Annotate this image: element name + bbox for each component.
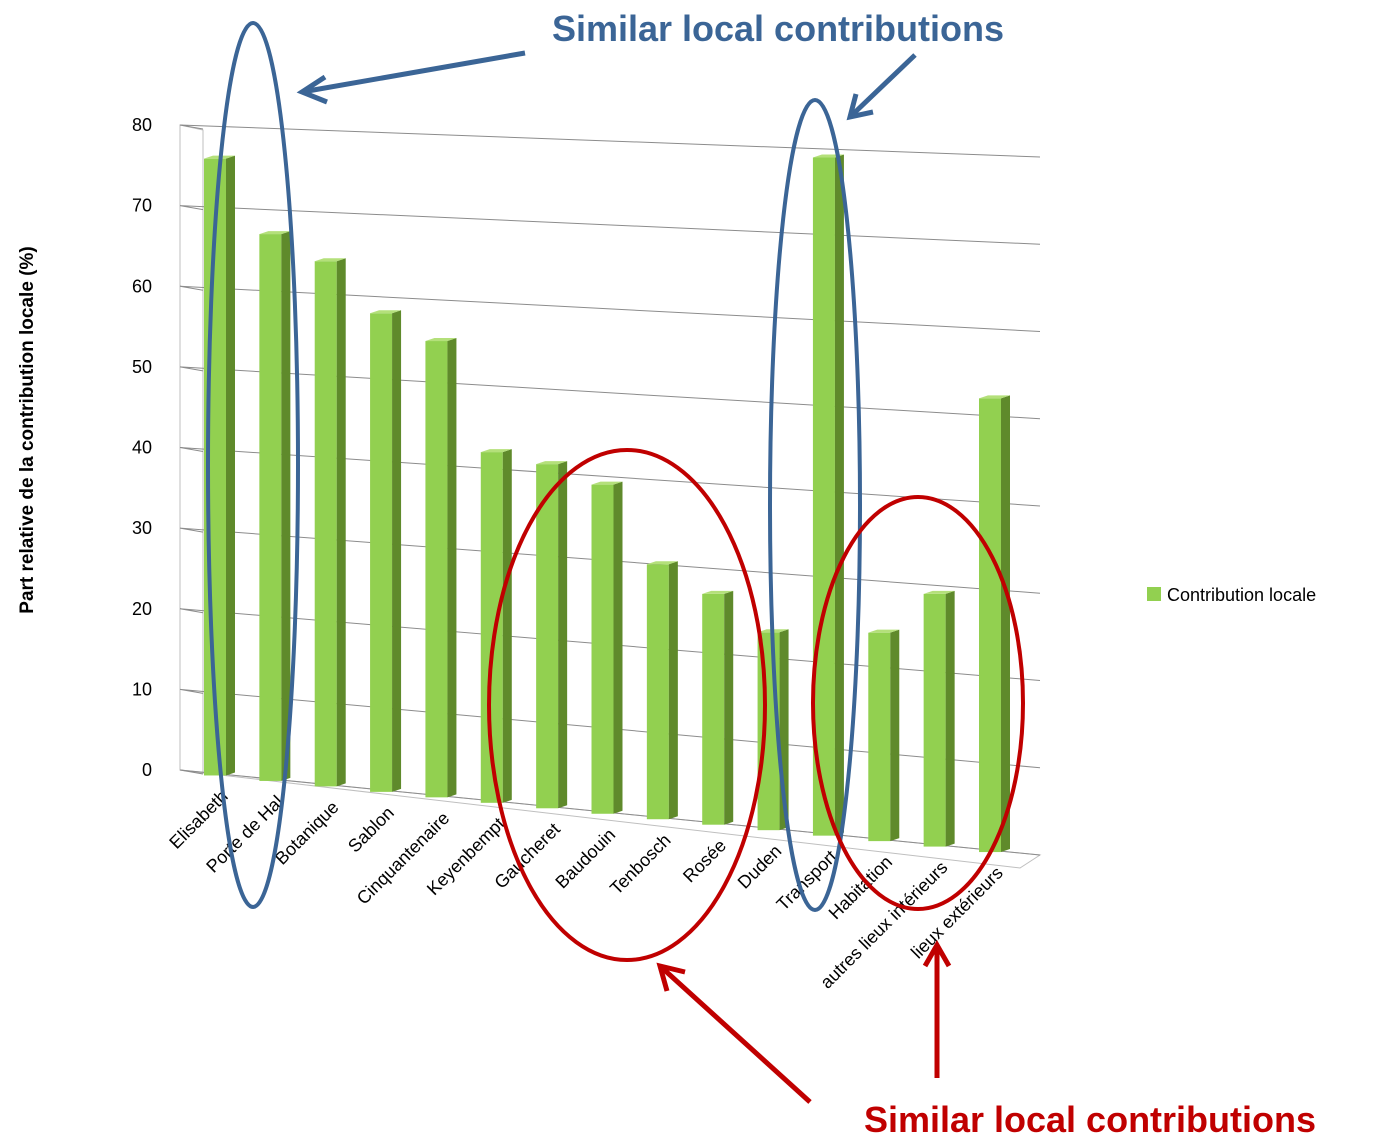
bar-side: [392, 310, 402, 792]
bar: [646, 561, 678, 820]
grid-line: [179, 124, 1041, 158]
bar-top: [425, 338, 457, 342]
bar-side: [447, 338, 457, 798]
highlight-ellipse: [811, 495, 1025, 911]
bar-side: [281, 231, 291, 781]
bar-side: [890, 629, 900, 842]
bar-side: [945, 590, 955, 847]
bar: [259, 231, 291, 781]
bar-side: [502, 449, 512, 803]
bar: [314, 258, 346, 787]
x-tick-label: Sablon: [344, 803, 398, 857]
grid-line: [179, 366, 1041, 420]
bar-side: [724, 590, 734, 825]
bar-front: [702, 593, 725, 825]
y-axis-label: Part relative de la contribution locale …: [17, 246, 38, 613]
grid-line: [179, 688, 1041, 769]
bar-top: [646, 561, 678, 565]
bar-front: [646, 564, 669, 820]
bar-top: [314, 258, 346, 262]
bar-front: [314, 261, 337, 787]
bar-side: [336, 258, 346, 787]
bar-top: [480, 449, 512, 453]
bar-side: [226, 155, 235, 776]
highlight-ellipse: [487, 448, 767, 962]
bar-top: [923, 590, 955, 594]
bar-front: [480, 452, 503, 803]
y-tick-label: 70: [132, 196, 152, 216]
bar-top: [979, 395, 1010, 399]
annotations: [206, 21, 1025, 1104]
bar-front: [536, 464, 559, 809]
bar: [536, 461, 568, 809]
y-tick-label: 30: [132, 518, 152, 538]
y-tick-label: 40: [132, 438, 152, 458]
y-tick-label: 0: [142, 760, 152, 780]
bar: [591, 481, 623, 814]
bar-front: [259, 234, 282, 781]
grid-line: [179, 769, 1041, 856]
annotation-text: Similar local contributions: [864, 1099, 1316, 1140]
bar: [370, 310, 402, 792]
bar-side: [668, 561, 678, 820]
bar-front: [425, 341, 448, 798]
bar-front: [868, 632, 891, 842]
bar-side: [613, 481, 623, 814]
bar-front: [923, 593, 946, 847]
grid-line: [179, 608, 1041, 681]
grid-line: [179, 447, 1041, 507]
bar: [923, 590, 955, 847]
y-tick-label: 10: [132, 679, 152, 699]
bar-top: [536, 461, 568, 465]
y-tick-label: 20: [132, 599, 152, 619]
arrow: [656, 939, 952, 1104]
bar-top: [868, 629, 900, 633]
highlight-ellipse: [206, 21, 300, 909]
bar-top: [370, 310, 402, 314]
highlight-ellipse: [768, 98, 862, 912]
bar-side: [558, 461, 568, 809]
grid-line: [179, 285, 1041, 332]
annotation-text: Similar local contributions: [552, 8, 1004, 49]
bar-front: [591, 484, 614, 814]
bar-side: [1001, 395, 1010, 853]
bar-front: [370, 313, 393, 792]
legend-swatch: [1147, 587, 1161, 601]
legend-label: Contribution locale: [1167, 585, 1316, 605]
y-tick-label: 50: [132, 357, 152, 377]
bar: [480, 449, 512, 803]
bar-top: [591, 481, 623, 485]
bar-top: [259, 231, 291, 235]
grid-line: [179, 205, 1041, 245]
bar-top: [702, 590, 734, 594]
bar: [979, 395, 1010, 853]
bar: [702, 590, 734, 825]
bar: [868, 629, 900, 842]
arrow: [296, 50, 917, 121]
x-tick-label: Rosée: [679, 835, 730, 886]
bar: [812, 154, 844, 836]
grid-line: [179, 527, 1041, 594]
bar-side: [834, 154, 844, 836]
bar-front: [979, 398, 1001, 853]
y-tick-label: 80: [132, 115, 152, 135]
bar: [425, 338, 457, 798]
bar-front: [812, 157, 835, 836]
y-tick-label: 60: [132, 276, 152, 296]
